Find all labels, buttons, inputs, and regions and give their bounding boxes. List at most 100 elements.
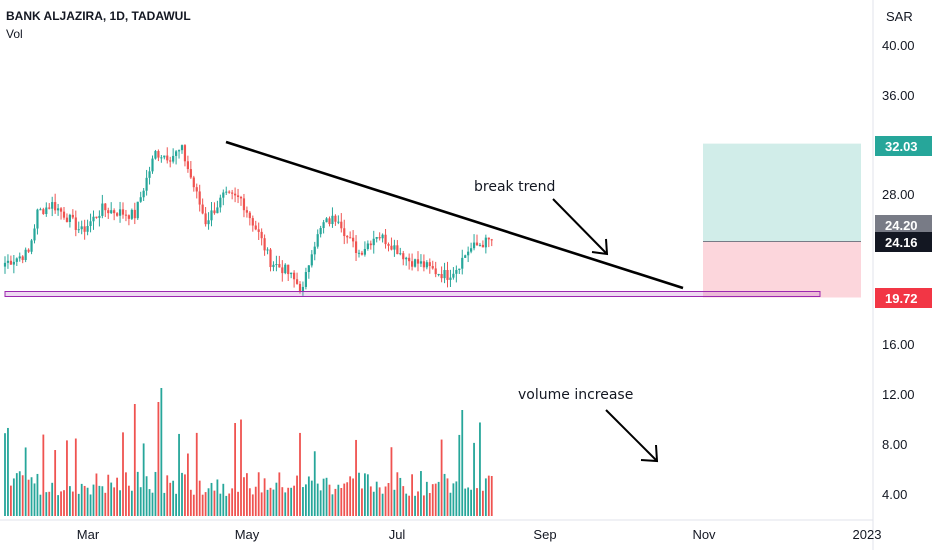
volume-bar <box>175 493 177 516</box>
volume-bar <box>337 484 340 516</box>
long-position-tool[interactable] <box>703 143 861 298</box>
candle-body <box>263 238 266 251</box>
candle-body <box>307 265 310 273</box>
candle-body <box>375 237 378 239</box>
volume-bar <box>42 434 45 516</box>
volume-bar <box>310 480 313 516</box>
volume-bar <box>181 472 183 516</box>
candle-body <box>24 249 27 260</box>
volume-bar <box>48 491 51 516</box>
volume-bar <box>192 494 195 516</box>
candle-body <box>266 249 269 251</box>
time-axis[interactable]: Mar May Jul Sep Nov 2023 <box>0 519 881 542</box>
volume-bar <box>172 480 175 516</box>
candle-body <box>107 210 110 214</box>
volume-bar <box>104 492 107 516</box>
candle-body <box>6 260 10 263</box>
volume-bar <box>396 472 399 516</box>
candle-body <box>248 212 251 219</box>
candle-body <box>313 246 316 255</box>
arrow-shaft <box>605 409 657 461</box>
candle-body <box>172 155 175 162</box>
candle-body <box>166 155 169 161</box>
candle-body <box>198 191 201 205</box>
volume-bar <box>449 492 452 516</box>
volume-bar <box>71 491 74 516</box>
candle-body <box>458 268 461 270</box>
time-tick-label: Nov <box>692 527 716 542</box>
volume-bar <box>266 489 269 516</box>
volume-bar <box>251 494 254 516</box>
volume-bar <box>254 486 257 516</box>
candle-body <box>293 272 296 280</box>
volume-bar <box>479 422 481 516</box>
candle-body <box>121 209 125 215</box>
volume-bar <box>243 477 245 516</box>
volume-bar <box>349 476 352 516</box>
candle-body <box>393 245 396 250</box>
volume-bar <box>234 423 236 516</box>
volume-bar <box>281 487 284 516</box>
candle-body <box>186 161 189 170</box>
candle-body <box>163 155 166 158</box>
candle-body <box>89 221 92 226</box>
volume-bar <box>482 490 484 516</box>
price-tag-label: 24.16 <box>885 235 918 250</box>
volume-bar <box>125 472 127 516</box>
price-axis[interactable]: SAR 40.00 36.00 28.00 16.00 12.00 8.00 4.00 32.0… <box>872 0 932 550</box>
candle-body <box>487 237 490 240</box>
volume-bar <box>169 482 172 516</box>
candle-body <box>207 220 210 225</box>
candle-body <box>210 210 213 221</box>
volume-bar <box>328 484 331 516</box>
candle-body <box>74 217 77 230</box>
volume-bar <box>187 453 189 516</box>
volume-bar <box>470 489 472 516</box>
candle-body <box>461 257 464 269</box>
volume-bar <box>464 488 467 516</box>
price-tick-label: 28.00 <box>882 187 915 202</box>
candle-body <box>154 151 157 159</box>
candle-body <box>45 207 48 215</box>
volume-bar <box>331 494 334 516</box>
candle-body <box>51 202 54 209</box>
volume-bar <box>257 472 260 516</box>
candle-body <box>269 249 272 268</box>
volume-bar <box>287 487 290 516</box>
volume-bar <box>378 487 381 516</box>
volume-bar <box>423 495 425 516</box>
volume-bar <box>195 432 198 516</box>
candle-body <box>57 208 60 211</box>
candle-body <box>443 270 446 279</box>
candle-body <box>136 201 139 219</box>
candle-body <box>369 243 372 246</box>
candle-body <box>236 195 240 198</box>
volume-bar <box>399 477 402 516</box>
candle-body <box>65 217 69 222</box>
candle-body <box>381 234 384 239</box>
candle-body <box>39 209 42 211</box>
price-tick-label: 36.00 <box>882 88 915 103</box>
candle-body <box>101 203 104 216</box>
drawings[interactable] <box>4 140 821 297</box>
candle-body <box>148 171 151 178</box>
support-rectangle <box>4 291 821 297</box>
volume-bar <box>54 450 57 516</box>
candle-body <box>234 193 237 196</box>
candle-body <box>408 257 411 262</box>
volume-bar <box>390 447 393 516</box>
candle-body <box>437 274 440 276</box>
volume-bar <box>319 490 322 516</box>
candle-body <box>325 218 328 223</box>
candle-body <box>189 169 192 178</box>
price-tag-label: 32.03 <box>885 139 918 154</box>
candle-body <box>68 214 71 222</box>
volume-bar <box>163 492 166 516</box>
volume-bar <box>284 492 287 516</box>
candle-body <box>242 198 246 211</box>
price-tag <box>875 215 932 235</box>
volume-bar <box>63 490 65 516</box>
candle-body <box>157 151 160 158</box>
volume-bar <box>139 487 142 516</box>
